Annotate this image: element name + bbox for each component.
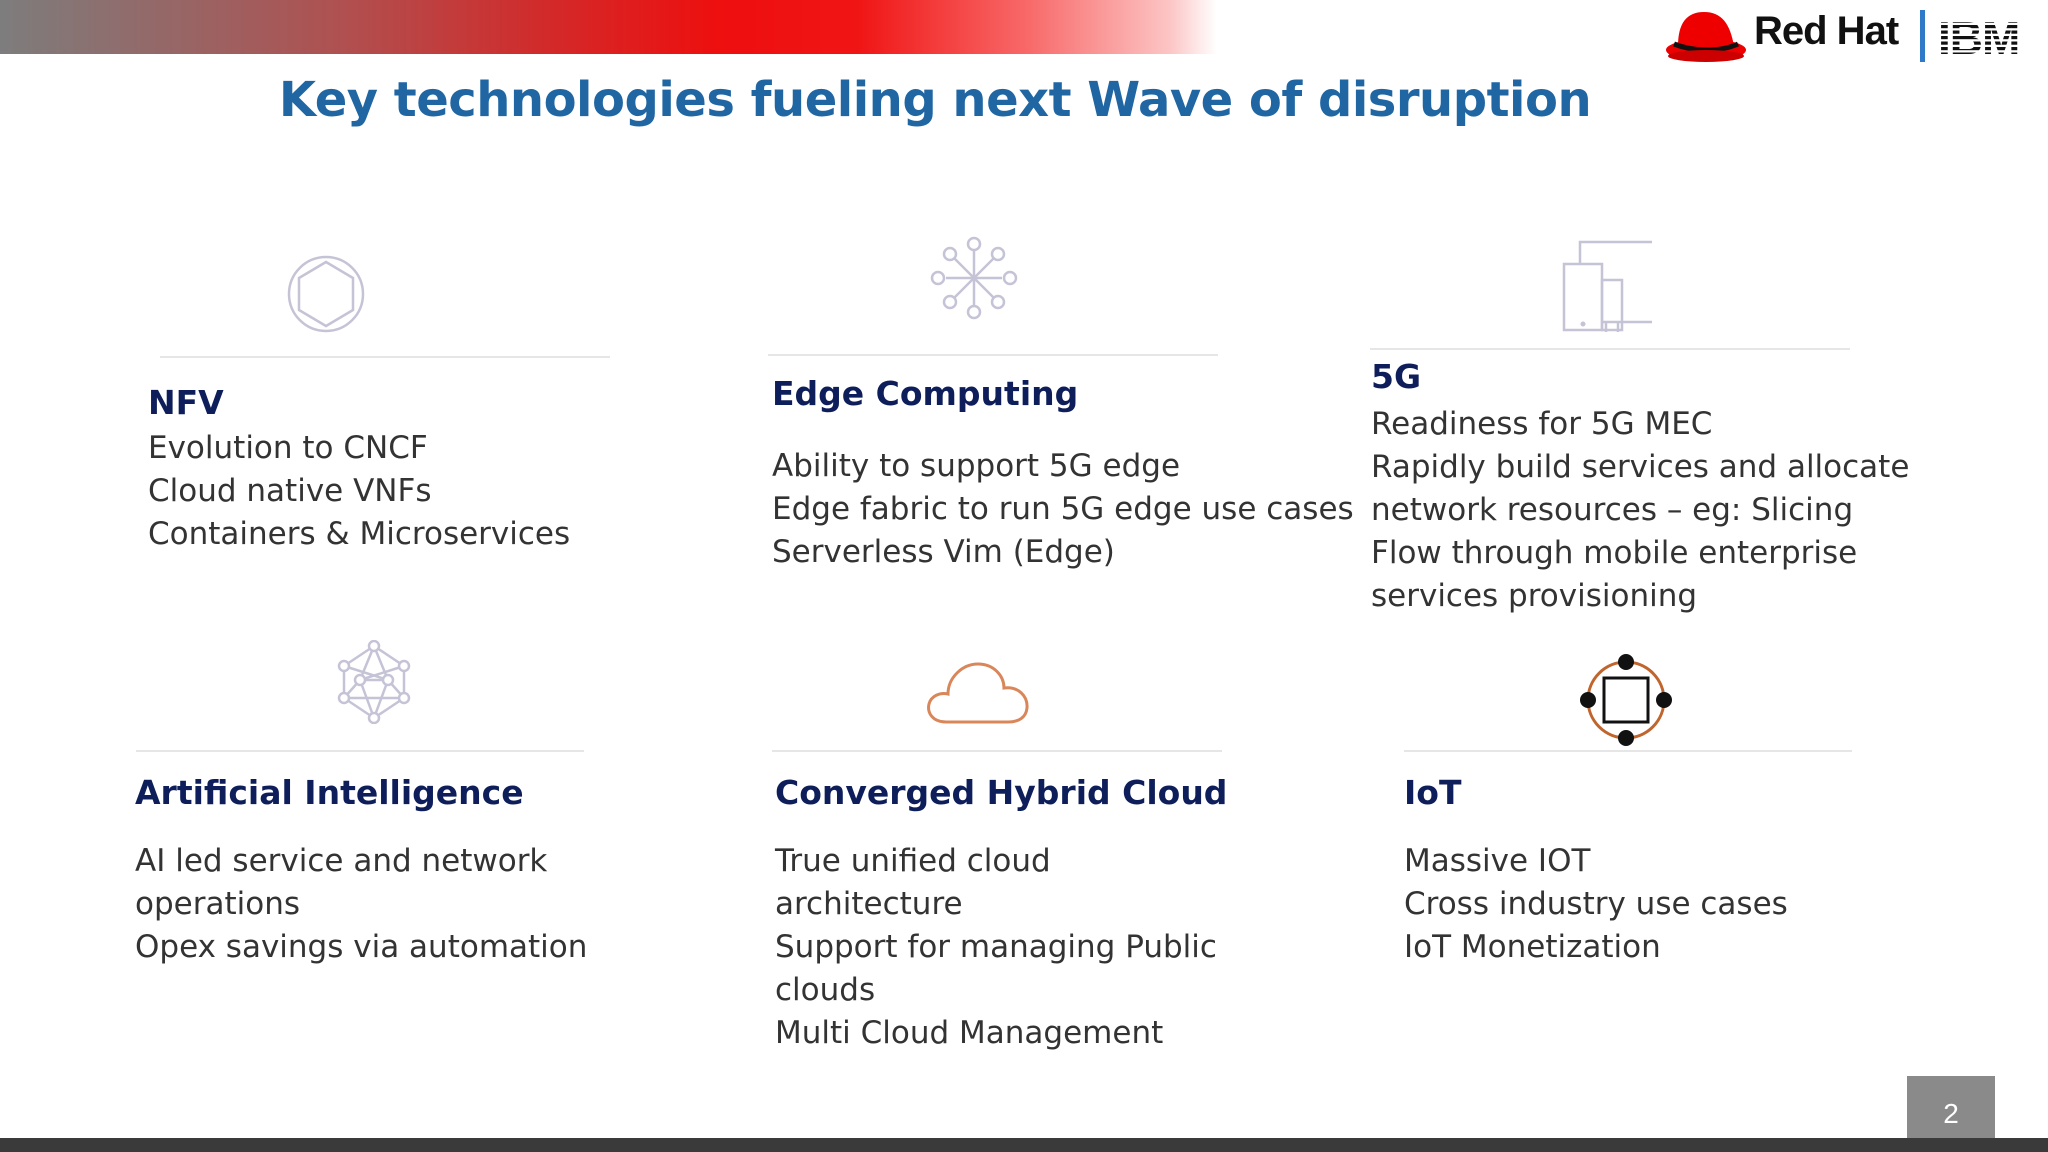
cloud-icon [927, 662, 1029, 724]
svg-text:IBM: IBM [1938, 14, 2019, 58]
slide-title: Key technologies fueling next Wave of di… [278, 72, 1592, 128]
card-line: Rapidly build services and allocate [1371, 449, 1910, 485]
card-line: Cloud native VNFs [148, 473, 432, 509]
card-line: Opex savings via automation [135, 929, 588, 965]
card-line: IoT Monetization [1404, 929, 1661, 965]
card-line: Readiness for 5G MEC [1371, 406, 1713, 442]
card-line: Cross industry use cases [1404, 886, 1788, 922]
card-line: True unified cloud [775, 843, 1051, 879]
card-body: Evolution to CNCF Cloud native VNFs Cont… [148, 427, 570, 556]
hexagon-circle-icon [287, 255, 365, 333]
brand-divider [1920, 10, 1925, 62]
card-body: Readiness for 5G MEC Rapidly build servi… [1371, 403, 1909, 618]
card-line: architecture [775, 886, 963, 922]
footer-bar [0, 1138, 2048, 1152]
red-hat-wordmark: Red Hat [1754, 9, 1899, 53]
brand-logos: Red Hat IBM [1664, 6, 2044, 64]
card-line: Multi Cloud Management [775, 1015, 1164, 1051]
card-title: Artificial Intelligence [135, 773, 524, 812]
card-body: True unified cloud architecture Support … [775, 840, 1217, 1055]
card-body: Ability to support 5G edge Edge fabric t… [772, 445, 1354, 574]
card-divider [1404, 750, 1852, 752]
card-body: Massive IOT Cross industry use cases IoT… [1404, 840, 1788, 969]
iot-device-icon [1580, 654, 1672, 746]
card-line: network resources – eg: Slicing [1371, 492, 1854, 528]
card-line: Massive IOT [1404, 843, 1591, 879]
card-line: Edge fabric to run 5G edge use cases [772, 491, 1354, 527]
card-title: 5G [1371, 357, 1422, 396]
card-divider [768, 354, 1218, 356]
card-line: AI led service and network [135, 843, 548, 879]
card-title: Converged Hybrid Cloud [775, 773, 1228, 812]
card-line: Flow through mobile enterprise [1371, 535, 1858, 571]
card-divider [136, 750, 584, 752]
card-title: NFV [148, 383, 224, 422]
card-line: Ability to support 5G edge [772, 448, 1181, 484]
card-line: operations [135, 886, 300, 922]
card-line: services provisioning [1371, 578, 1698, 614]
ibm-logo: IBM [1938, 14, 2020, 58]
network-burst-icon [930, 236, 1018, 320]
card-line: Containers & Microservices [148, 516, 571, 552]
neural-network-icon [337, 640, 411, 724]
mobile-tower-icon [1562, 240, 1652, 332]
header-gradient-band [0, 0, 1560, 54]
card-line: clouds [775, 972, 876, 1008]
page-number: 2 [1907, 1076, 1995, 1140]
card-divider [1370, 348, 1850, 350]
card-divider [772, 750, 1222, 752]
card-body: AI led service and network operations Op… [135, 840, 587, 969]
card-divider [160, 356, 610, 358]
card-title: Edge Computing [772, 374, 1079, 413]
card-line: Serverless Vim (Edge) [772, 534, 1115, 570]
card-line: Support for managing Public [775, 929, 1217, 965]
red-hat-logo-icon [1666, 12, 1746, 62]
card-title: IoT [1404, 773, 1462, 812]
card-line: Evolution to CNCF [148, 430, 428, 466]
